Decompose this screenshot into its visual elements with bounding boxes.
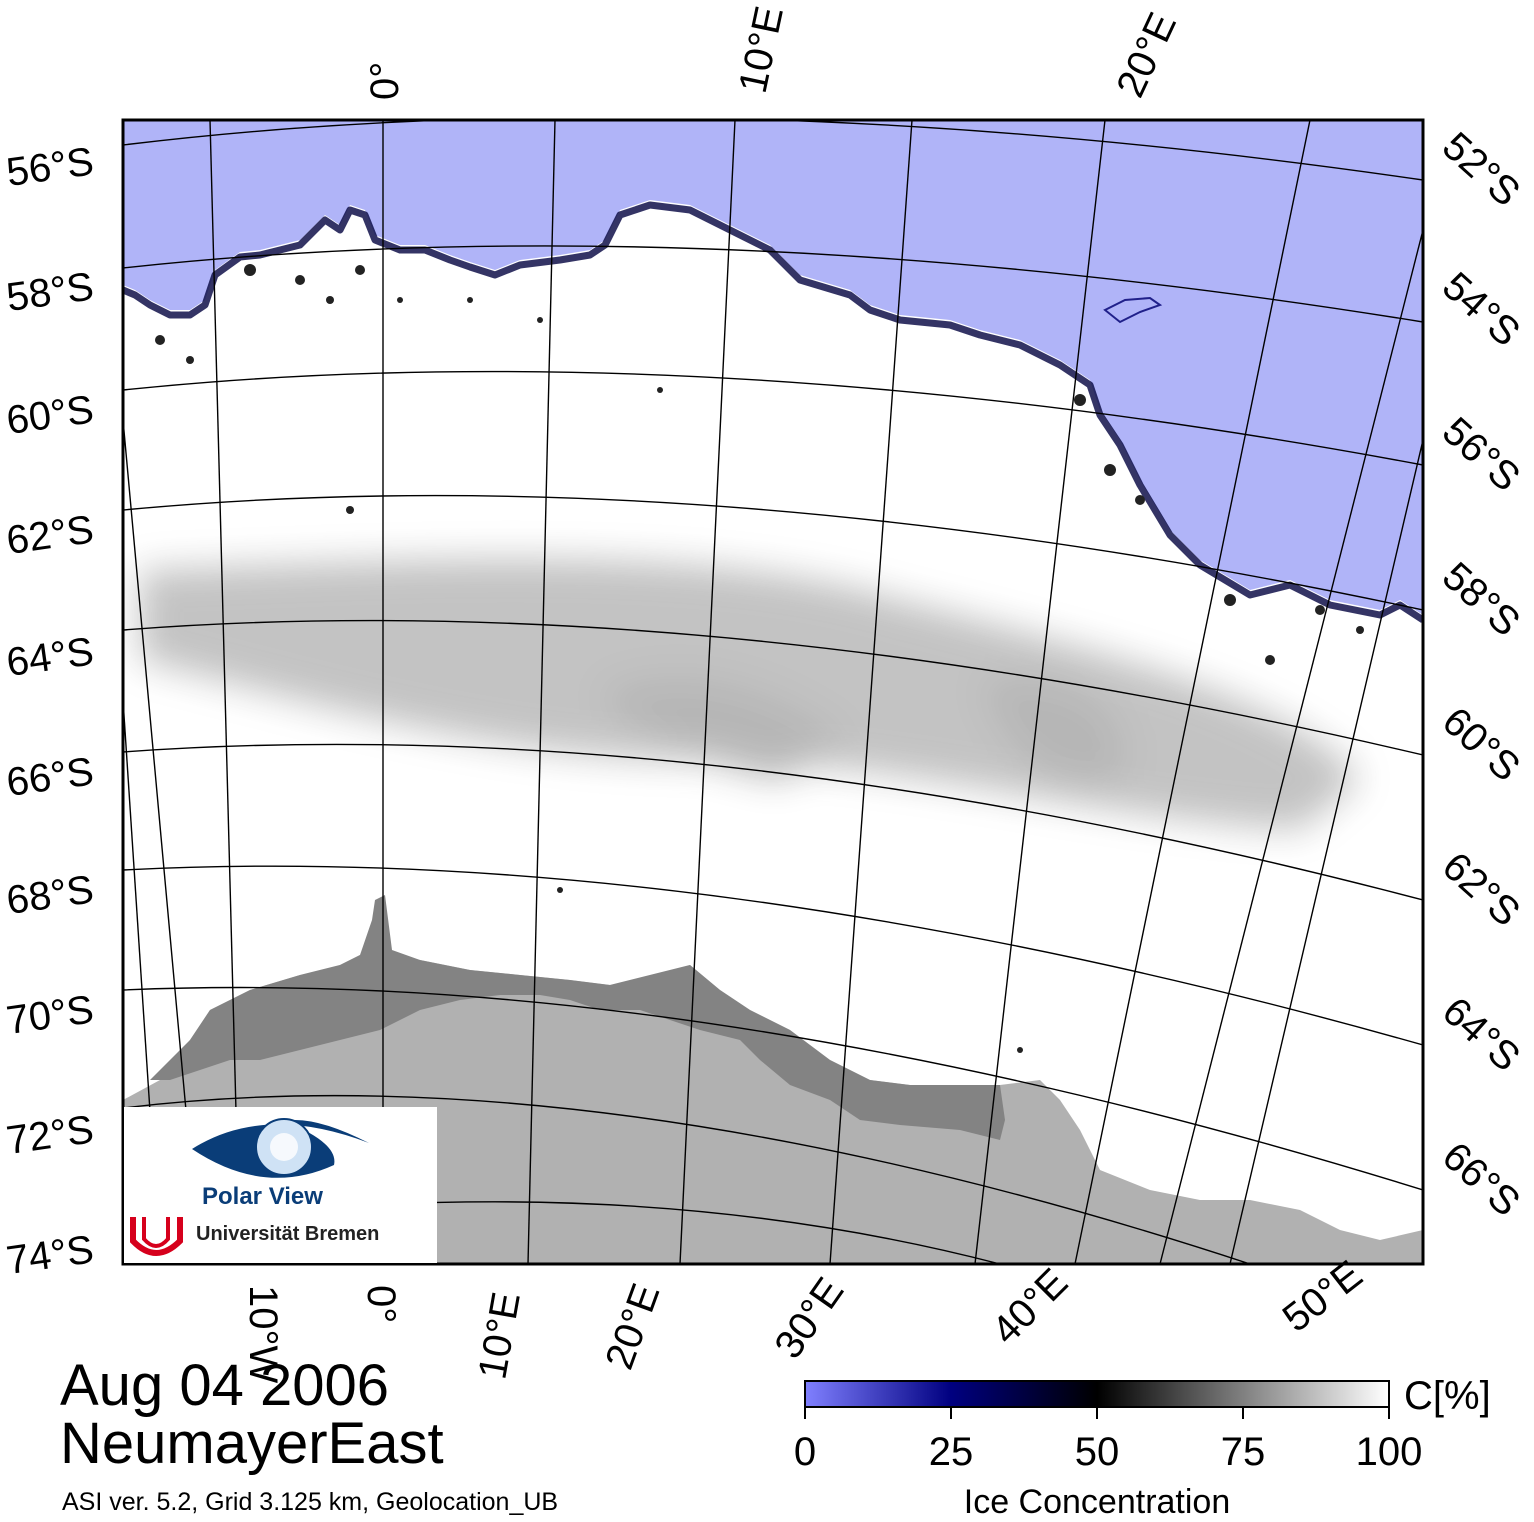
logo-name: Polar View [202, 1183, 323, 1210]
legend-tick-marks [804, 1407, 1390, 1419]
axis-label: 66°S [1434, 1134, 1528, 1225]
axis-label: 10°W [241, 1285, 285, 1383]
axis-label: 62°S [1434, 844, 1528, 935]
axis-label: 60°S [1434, 699, 1528, 790]
low-concentration-band [140, 558, 1360, 830]
open-water [123, 120, 1423, 615]
axis-label: 58°S [4, 264, 96, 320]
axis-label: 10°E [731, 2, 792, 96]
legend-tick-label: 50 [1074, 1430, 1120, 1474]
legend-title: Ice Concentration [963, 1483, 1231, 1521]
legend-colorbar [804, 1380, 1390, 1408]
axis-label: 52°S [1434, 124, 1528, 215]
axis-label: 66°S [4, 749, 96, 805]
graticule-meridians [123, 120, 1423, 1264]
map-frame [121, 118, 1425, 1266]
ice-speckles [155, 264, 1364, 1053]
axis-label: 0° [359, 1285, 403, 1323]
axis-label: 30°E [766, 1270, 852, 1367]
axis-label: 40°E [984, 1260, 1077, 1353]
axis-label: 0° [363, 62, 407, 100]
axis-label: 74°S [4, 1227, 96, 1283]
polar-view-logo: Polar View Universität Bremen [124, 1107, 437, 1263]
axis-label: 64°S [4, 629, 96, 685]
axis-label: 50°E [1275, 1252, 1371, 1340]
axis-label: 20°E [1108, 6, 1185, 104]
polynya [1103, 296, 1163, 324]
right-latitude-labels: 52°S 54°S 56°S 58°S 60°S 62°S 64°S 66°S [1434, 124, 1528, 1225]
legend-tick-label: 100 [1355, 1430, 1423, 1474]
eye-logo-icon [192, 1118, 369, 1178]
legend-tick-label: 0 [793, 1430, 817, 1474]
legend-tick-label: 75 [1220, 1430, 1266, 1474]
credits-line: ASI ver. 5.2, Grid 3.125 km, Geolocation… [62, 1488, 559, 1516]
graticule-parallels [123, 120, 1423, 1264]
axis-label: 64°S [1434, 989, 1528, 1080]
legend-unit: C[%] [1404, 1374, 1491, 1418]
axis-label: 68°S [4, 867, 96, 923]
ice-shelf [150, 895, 1005, 1140]
axis-label: 10°E [470, 1289, 528, 1382]
top-longitude-labels: 0° 10°E 20°E [363, 2, 1185, 103]
axis-label: 72°S [4, 1107, 96, 1163]
land [123, 950, 1423, 1264]
axis-label: 70°S [4, 987, 96, 1043]
axis-label: 54°S [1434, 264, 1528, 355]
bottom-longitude-labels: 10°W 0° 10°E 20°E 30°E 40°E 50°E [241, 1252, 1371, 1383]
axis-label: 20°E [597, 1278, 668, 1375]
ice-edge [123, 201, 1423, 623]
axis-label: 56°S [1434, 409, 1528, 500]
axis-label: 60°S [4, 387, 96, 443]
legend-tick-label: 25 [928, 1430, 974, 1474]
axis-label: 62°S [4, 507, 96, 563]
map-date: Aug 04 2006 [60, 1353, 389, 1418]
left-latitude-labels: 56°S 58°S 60°S 62°S 64°S 66°S 68°S 70°S 72°S 74°S [4, 139, 96, 1283]
axis-label: 58°S [1434, 554, 1528, 645]
axis-label: 56°S [4, 139, 96, 195]
logo-institution: Universität Bremen [196, 1223, 380, 1245]
region-name: NeumayerEast [60, 1411, 444, 1476]
university-seal-icon [130, 1217, 183, 1256]
